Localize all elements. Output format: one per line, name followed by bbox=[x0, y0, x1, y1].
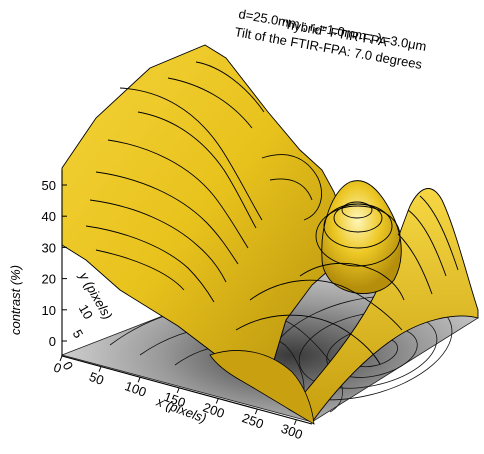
x-tick-label: 100 bbox=[123, 378, 149, 400]
x-tick-mark bbox=[254, 408, 258, 415]
title-block: "hybrid" FTIR-FPA d=25.0mm ; rₑ=1.0mm ; … bbox=[233, 6, 427, 72]
x-ticks: 0 50 100 150 200 250 300 bbox=[52, 355, 305, 443]
y-tick-label: 10 bbox=[76, 302, 96, 322]
z-tick-label: 50 bbox=[42, 178, 56, 193]
x-tick-label: 50 bbox=[87, 369, 106, 388]
x-tick-label: 250 bbox=[240, 410, 266, 432]
z-axis-label: contrast (%) bbox=[8, 265, 23, 335]
x-tick-mark bbox=[59, 355, 63, 362]
z-axis bbox=[61, 170, 313, 425]
z-tick-label: 0 bbox=[49, 334, 56, 349]
x-tick-label: 150 bbox=[162, 389, 188, 411]
x-tick-mark bbox=[98, 366, 102, 372]
x-tick-label: 200 bbox=[201, 400, 227, 422]
y-tick-label: 5 bbox=[70, 327, 87, 341]
x-tick-mark bbox=[293, 419, 297, 425]
surface bbox=[61, 44, 479, 425]
x-tick-mark bbox=[215, 398, 219, 404]
z-ticks: 0 10 20 30 40 50 bbox=[42, 178, 67, 349]
x-tick-mark bbox=[137, 377, 141, 383]
x-tick-mark bbox=[176, 387, 180, 394]
z-tick-label: 10 bbox=[42, 303, 56, 318]
z-tick-label: 30 bbox=[42, 240, 56, 255]
z-tick-label: 40 bbox=[42, 209, 56, 224]
x-tick-label: 300 bbox=[279, 421, 305, 443]
z-tick-label: 20 bbox=[42, 272, 56, 287]
surface-contours bbox=[85, 61, 459, 365]
x-tick-label: 0 bbox=[52, 359, 64, 376]
